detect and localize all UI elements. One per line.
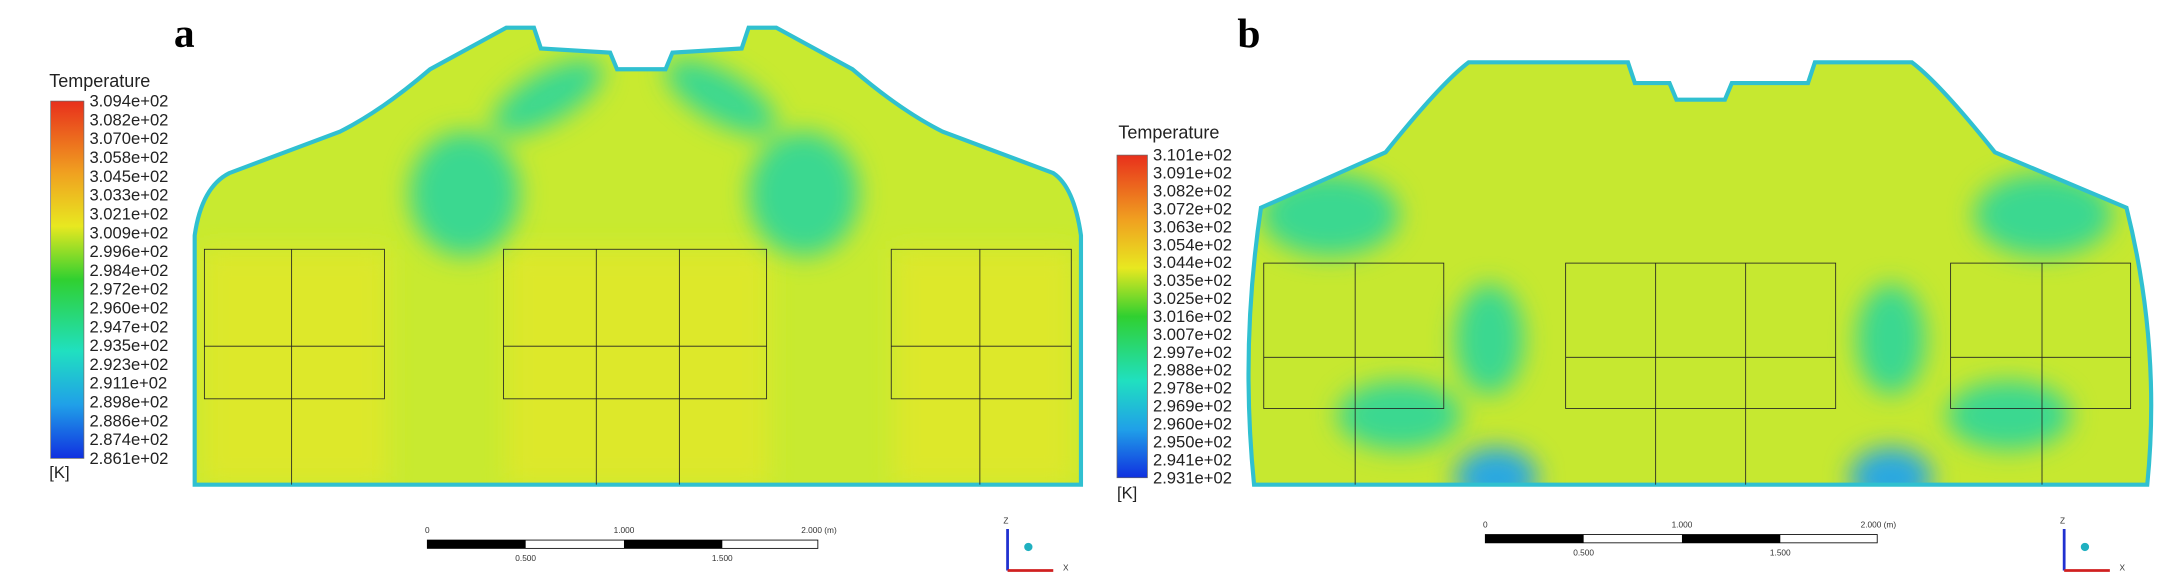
legend-tick-label: 2.960e+02 [89,298,168,317]
legend-tick-label: 3.063e+02 [1153,217,1232,236]
legend-tick-label: 3.101e+02 [1153,146,1232,165]
legend-tick-label: 2.935e+02 [89,336,168,355]
legend-tick-label: 3.035e+02 [1153,271,1232,290]
contour [1248,62,2152,485]
panel-b: b Temperature 3.101e+023.091e+023.082e+0… [1116,10,2154,573]
legend-tick-label: 3.033e+02 [89,186,168,205]
scale-label: 1.000 [1672,520,1693,530]
seats [203,248,1072,485]
legend-tick-label: 2.972e+02 [89,280,168,299]
colorbar [1116,154,1148,479]
legend-tick-label: 2.969e+02 [1153,397,1232,416]
axis-triad: Z X [2060,515,2126,572]
legend-tick-label: 2.996e+02 [89,242,168,261]
legend-tick-label: 2.984e+02 [89,261,168,280]
axis-label: Z [1003,515,1008,525]
legend-ticks: 3.094e+023.082e+023.070e+023.058e+023.04… [89,92,168,468]
colorbar [50,100,85,459]
panel-a: a Temperature 3.094e+023.082e+023.070e+0… [49,10,1084,573]
legend-tick-label: 3.072e+02 [1153,199,1232,218]
scale-label: 0 [425,525,430,535]
legend-tick-label: 3.082e+02 [1153,181,1232,200]
panel-label: a [174,10,195,56]
legend-tick-label: 3.091e+02 [1153,164,1232,183]
legend-tick-label: 3.016e+02 [1153,307,1232,326]
legend-tick-label: 3.021e+02 [89,204,168,223]
scale-label: 1.000 [614,525,635,535]
legend-ticks: 3.101e+023.091e+023.082e+023.072e+023.06… [1153,146,1232,488]
scale-bar: 0 1.000 2.000 (m) 0.500 1.500 [1483,520,1896,558]
legend-tick-label: 3.045e+02 [89,167,168,186]
scale-label: 0.500 [1573,547,1594,557]
scale-label: 0 [1483,520,1488,530]
legend-tick-label: 3.082e+02 [89,110,168,129]
legend-tick-label: 3.054e+02 [1153,235,1232,254]
legend-tick-label: 3.025e+02 [1153,289,1232,308]
scale-label: 0.500 [515,553,536,563]
legend-tick-label: 2.886e+02 [89,411,168,430]
legend-tick-label: 2.911e+02 [89,374,167,393]
seats [1263,262,2132,485]
legend-tick-label: 2.997e+02 [1153,343,1232,362]
panel-label: b [1237,10,1260,56]
scale-label: 1.500 [1770,547,1791,557]
cabin-outline [1246,60,2154,487]
legend-tick-label: 3.044e+02 [1153,253,1232,272]
legend-tick-label: 2.923e+02 [89,355,168,374]
legend-tick-label: 3.058e+02 [89,148,168,167]
legend-tick-label: 2.950e+02 [1153,432,1232,451]
legend-tick-label: 3.007e+02 [1153,325,1232,344]
legend-tick-label: 2.960e+02 [1153,415,1232,434]
scale-label: 2.000 (m) [801,525,837,535]
legend-tick-label: 2.941e+02 [1153,450,1232,469]
legend-tick-label: 2.947e+02 [89,317,168,336]
legend-tick-label: 3.070e+02 [89,129,168,148]
legend-tick-label: 2.988e+02 [1153,361,1232,380]
scale-label: 1.500 [712,553,733,563]
axis-triad: Z X [1003,515,1069,572]
scale-label: 2.000 (m) [1861,520,1897,530]
cabin-outline [192,25,1084,487]
legend-tick-label: 3.009e+02 [89,223,168,242]
legend-tick-label: 2.931e+02 [1153,468,1232,487]
legend-tick-label: 2.861e+02 [89,449,168,468]
contour [194,27,1081,485]
legend-unit: [K] [1117,484,1137,503]
legend-unit: [K] [49,463,69,482]
legend-tick-label: 2.874e+02 [89,430,168,449]
legend-title: Temperature [1118,122,1219,142]
axis-label: X [2120,563,2126,573]
axis-label: X [1063,563,1069,573]
axis-label: Z [2060,515,2065,525]
legend-tick-label: 2.978e+02 [1153,379,1232,398]
legend-title: Temperature [49,71,150,91]
legend-tick-label: 2.898e+02 [89,392,168,411]
legend-tick-label: 3.094e+02 [89,92,168,111]
scale-bar: 0 1.000 2.000 (m) 0.500 1.500 [425,525,837,563]
